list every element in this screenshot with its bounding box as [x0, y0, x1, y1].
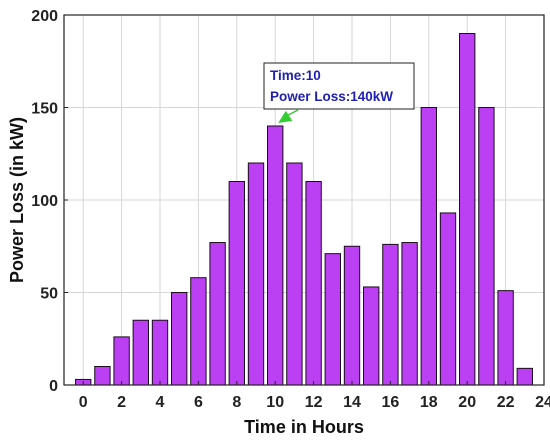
x-tick-label: 12 [305, 394, 323, 411]
x-axis-ticks: 0 2 4 6 8 10 12 14 16 18 20 22 24 [79, 381, 550, 411]
x-tick-label: 22 [497, 394, 515, 411]
x-tick-label: 18 [420, 394, 438, 411]
data-tip-arrow-head [278, 110, 293, 123]
bar-hour-3 [132, 319, 149, 386]
bar-hour-6 [190, 277, 207, 386]
bar-hour-12 [305, 181, 322, 386]
x-tick-label: 16 [382, 394, 400, 411]
bar-hour-7 [209, 242, 226, 386]
x-tick-label: 20 [458, 394, 476, 411]
bar-hour-15 [363, 286, 380, 386]
bar-hour-23 [516, 367, 533, 386]
bar-hour-1 [94, 366, 111, 386]
y-tick-label: 0 [49, 378, 58, 395]
bar-hour-13 [324, 253, 341, 386]
x-tick-label: 14 [343, 394, 361, 411]
bar-hour-2 [113, 336, 130, 386]
bar-series [75, 33, 533, 386]
bar-hour-5 [171, 292, 188, 386]
bar-hour-19 [439, 212, 457, 386]
data-tip-time: Time:10 [270, 68, 321, 83]
y-tick-label: 200 [31, 8, 58, 25]
bar-hour-18 [420, 107, 437, 386]
bar-hour-16 [382, 243, 399, 386]
x-tick-label: 6 [194, 394, 203, 411]
bar-hour-20 [459, 33, 476, 386]
x-tick-label: 0 [79, 394, 88, 411]
bar-hour-22 [497, 290, 514, 386]
bar-hour-14 [343, 245, 361, 386]
data-tip-box [263, 62, 415, 110]
bar-hour-17 [401, 242, 418, 386]
x-tick-label: 2 [117, 394, 126, 411]
y-tick-label: 50 [40, 286, 58, 303]
x-axis-title: Time in Hours [244, 417, 364, 437]
bar-hour-9 [247, 162, 265, 386]
y-axis-title: Power Loss (in kW) [7, 117, 27, 283]
bar-hour-21 [478, 107, 495, 386]
x-tick-label: 10 [266, 394, 284, 411]
bar-hour-10 [267, 125, 284, 386]
x-tick-label: 24 [535, 394, 550, 411]
y-tick-label: 100 [31, 193, 58, 210]
y-tick-label: 150 [31, 101, 58, 118]
data-tip-power-loss: Power Loss:140kW [270, 89, 393, 104]
bar-hour-4 [151, 319, 169, 386]
x-tick-label: 8 [232, 394, 241, 411]
bar-hour-11 [286, 162, 303, 386]
bar-hour-8 [228, 181, 245, 386]
x-tick-label: 4 [156, 394, 165, 411]
data-tip: Time:10 Power Loss:140kW [263, 62, 415, 123]
y-axis-ticks: 0 50 100 150 200 [31, 8, 68, 395]
data-tip-arrow [287, 109, 299, 116]
